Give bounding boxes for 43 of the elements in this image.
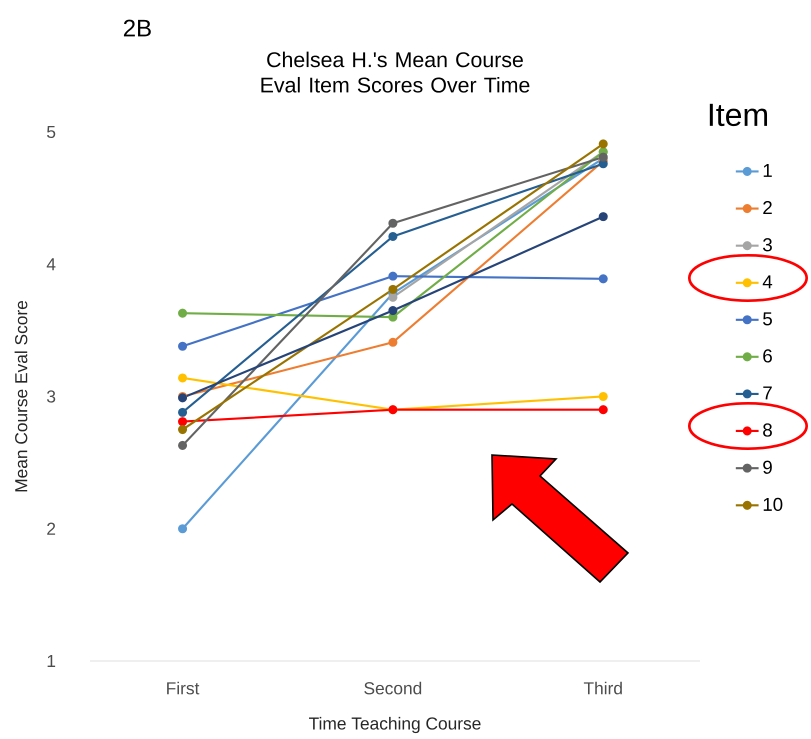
point — [388, 306, 398, 316]
legend-label: 6 — [763, 349, 772, 363]
point — [388, 232, 398, 242]
legend-label: 1 — [764, 164, 772, 177]
x-tick-label: Second — [364, 682, 422, 694]
point — [598, 392, 608, 402]
point — [178, 524, 188, 534]
legend-title: Item — [710, 104, 768, 126]
y-tick-label: 3 — [46, 390, 56, 403]
point — [598, 274, 608, 284]
point — [178, 440, 188, 450]
point — [598, 139, 608, 148]
x-tick-label: Third — [584, 682, 622, 694]
point — [388, 338, 398, 347]
point — [178, 373, 188, 383]
legend-label: 9 — [763, 460, 772, 474]
x-tick-label: First — [167, 682, 200, 694]
legend-label: 4 — [762, 275, 772, 288]
legend-label: 3 — [763, 238, 772, 252]
point — [388, 272, 398, 281]
y-tick-label: 4 — [46, 258, 56, 270]
point — [388, 284, 398, 294]
legend-label: 10 — [764, 498, 782, 512]
text: 2B — [124, 20, 151, 36]
point — [178, 425, 188, 434]
point — [178, 417, 188, 426]
point — [178, 308, 188, 318]
point — [598, 212, 608, 222]
legend-label: 7 — [763, 386, 772, 400]
point — [598, 405, 608, 414]
y-tick-label: 5 — [47, 126, 56, 138]
point — [178, 408, 188, 417]
legend-label: 5 — [763, 312, 772, 326]
y-tick-label: 2 — [47, 522, 56, 535]
legend-label: 8 — [763, 423, 772, 437]
point — [388, 292, 398, 302]
y-tick-label: 1 — [48, 655, 56, 667]
point — [388, 218, 398, 228]
y-axis-title: Mean Course Eval Score — [14, 300, 28, 492]
point — [178, 342, 188, 351]
legend-label: 2 — [763, 201, 772, 214]
x-axis-title: Time Teaching Course — [309, 716, 481, 734]
chart-title: Chelsea H.'s Mean Course Eval Item Scores Over Time — [261, 52, 530, 93]
